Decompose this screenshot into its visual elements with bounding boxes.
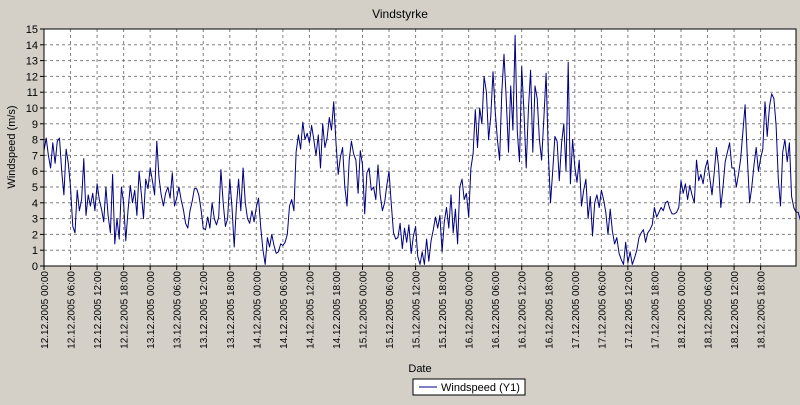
x-axis: 12.12.2005 00:00 12.12.2005 06:00 12.12.20…	[40, 266, 768, 349]
windspeed-series-line	[43, 34, 800, 265]
x-tick-label: 17.12.2005 00:00	[571, 271, 582, 349]
x-tick-label: 17.12.2005 06:00	[597, 271, 608, 349]
x-tick-label: 15.12.2005 12:00	[412, 271, 423, 349]
x-tick-label: 16.12.2005 12:00	[518, 271, 529, 349]
chart-title: Vindstyrke	[372, 7, 428, 21]
x-tick-label: 14.12.2005 12:00	[305, 271, 316, 349]
y-tick-label: 12	[26, 71, 38, 83]
x-tick-label: 15.12.2005 18:00	[438, 271, 449, 349]
y-tick-label: 2	[32, 229, 38, 241]
y-tick-label: 0	[32, 261, 38, 273]
x-axis-label: Date	[408, 363, 431, 375]
y-tick-label: 11	[27, 87, 38, 99]
x-tick-label: 13.12.2005 12:00	[199, 271, 210, 349]
y-tick-label: 13	[26, 56, 38, 68]
x-tick-label: 16.12.2005 06:00	[491, 271, 502, 349]
y-tick-label: 3	[32, 214, 38, 226]
plot-frame	[43, 28, 797, 267]
y-tick-label: 9	[32, 119, 38, 131]
y-tick-label: 15	[26, 24, 38, 36]
y-tick-label: 7	[32, 150, 38, 162]
y-tick-label: 14	[26, 40, 38, 52]
y-tick-label: 4	[32, 198, 38, 210]
legend-entry-windspeed: Windspeed (Y1)	[441, 382, 520, 394]
x-tick-label: 13.12.2005 00:00	[146, 271, 157, 349]
x-tick-label: 18.12.2005 18:00	[757, 271, 768, 349]
x-tick-label: 17.12.2005 18:00	[650, 271, 661, 349]
x-tick-label: 12.12.2005 12:00	[93, 271, 104, 349]
legend: Windspeed (Y1)	[412, 378, 526, 396]
x-tick-label: 12.12.2005 00:00	[40, 271, 51, 349]
x-tick-label: 18.12.2005 06:00	[704, 271, 715, 349]
x-tick-label: 16.12.2005 18:00	[544, 271, 555, 349]
y-tick-label: 6	[32, 166, 38, 178]
x-tick-label: 12.12.2005 06:00	[67, 271, 78, 349]
x-tick-label: 13.12.2005 06:00	[173, 271, 184, 349]
grid-lines	[43, 29, 796, 266]
x-tick-label: 14.12.2005 06:00	[279, 271, 290, 349]
x-tick-label: 14.12.2005 00:00	[252, 271, 263, 349]
x-tick-label: 13.12.2005 18:00	[226, 271, 237, 349]
x-tick-label: 18.12.2005 00:00	[677, 271, 688, 349]
y-axis-label: Windspeed (m/s)	[6, 105, 18, 188]
plot-area	[44, 29, 796, 266]
x-tick-label: 15.12.2005 06:00	[385, 271, 396, 349]
y-tick-label: 10	[26, 103, 38, 115]
x-tick-label: 12.12.2005 18:00	[120, 271, 131, 349]
y-tick-label: 1	[32, 245, 38, 257]
x-tick-label: 15.12.2005 00:00	[358, 271, 369, 349]
x-tick-label: 18.12.2005 12:00	[730, 271, 741, 349]
y-tick-label: 8	[32, 135, 38, 147]
legend-box	[412, 378, 526, 396]
x-tick-label: 14.12.2005 18:00	[332, 271, 343, 349]
x-tick-label: 17.12.2005 12:00	[624, 271, 635, 349]
x-tick-label: 16.12.2005 00:00	[465, 271, 476, 349]
y-tick-label: 5	[32, 182, 38, 194]
